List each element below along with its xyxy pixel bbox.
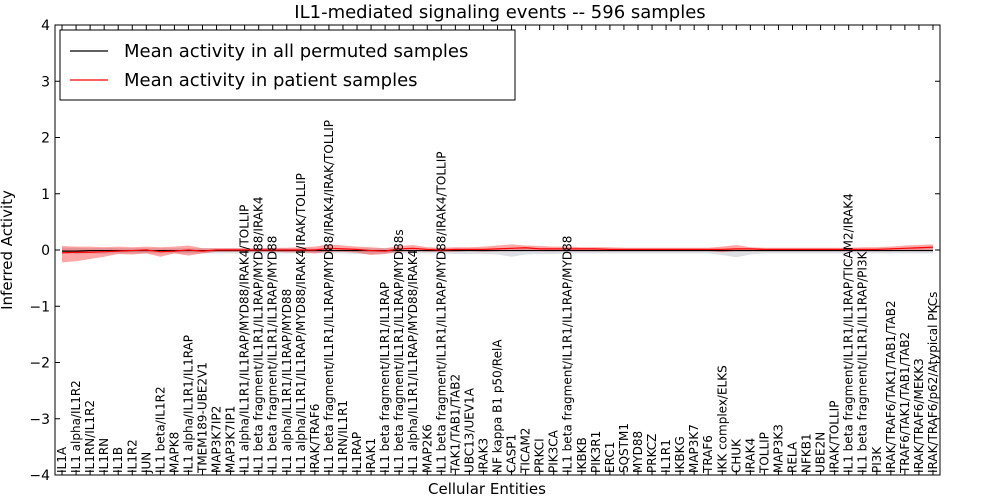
category-label: IL1 alpha/IL1R1/IL1RAP/MYD88/IRAK4 [406, 250, 420, 473]
category-label: MYD88 [631, 431, 645, 473]
y-tick-label: 1 [41, 187, 50, 203]
y-axis-label: Inferred Activity [0, 190, 16, 310]
category-label: IL1 beta fragment/IL1R1/IL1RAP/PI3K [856, 250, 870, 473]
category-label: SQSTM1 [617, 423, 631, 473]
y-tick-label: 3 [41, 74, 50, 90]
y-tick-label: −2 [29, 356, 50, 372]
category-label: IL1 beta fragment/IL1R1/IL1RAP/MYD88/IRA… [322, 120, 336, 473]
category-label: IL1 alpha/IL1R1/IL1RAP/MYD88/IRAK4/IRAK/… [294, 173, 308, 473]
category-label: MAP3K7IP1 [224, 406, 238, 473]
category-label: IL1 beta fragment/IL1R1/IL1RAP/MYD88 [561, 236, 575, 473]
category-label: NF kappa B1 p50/RelA [491, 339, 505, 473]
category-label: IL1 beta fragment/IL1R1/IL1RAP/TICAM2/IR… [842, 193, 856, 473]
legend-label-patient: Mean activity in patient samples [124, 70, 418, 91]
category-label: IRAK/TRAF6/TAK1/TAB1/TAB2 [884, 300, 898, 473]
category-label: TRAF6 [701, 435, 715, 474]
category-label: MAP3K3 [771, 424, 785, 473]
y-tick-label: −1 [29, 299, 50, 315]
category-label: IL1RN/IL1R1 [336, 400, 350, 473]
category-label: IL1A [55, 446, 69, 473]
category-label: MAP2K6 [420, 424, 434, 473]
category-label: PI3K [870, 446, 884, 473]
category-label: IL1 beta fragment/IL1R1/IL1RAP/MYD88/IRA… [252, 196, 266, 473]
category-label: MAP3K7IP2 [210, 406, 224, 473]
category-label: IRAK/TOLLIP [828, 401, 842, 473]
category-label: IL1 beta fragment/IL1R1/IL1RAP/MYD88s [392, 229, 406, 473]
y-tick-label: 2 [41, 131, 50, 147]
legend: Mean activity in all permuted samples Me… [59, 29, 516, 101]
category-label: IRAK4 [743, 438, 757, 473]
y-tick-label: −4 [29, 468, 50, 484]
category-label: TICAM2 [519, 428, 533, 474]
category-label: IRAK/TRAF6/p62/Atypical PKCs [926, 292, 940, 473]
plot-area-frame [54, 24, 941, 476]
category-label: UBC13/UEV1A [462, 387, 476, 473]
category-label: IL1 beta fragment/IL1R1/IL1RAP/MYD88 [266, 236, 280, 473]
category-label: MAPK8 [167, 432, 181, 473]
category-label: IKBKG [673, 436, 687, 473]
category-label: TOLLIP [757, 432, 771, 474]
category-label: PIK3CA [547, 429, 561, 473]
category-label: MAP3K7 [687, 424, 701, 473]
category-label: IL1R2 [125, 439, 139, 473]
chart-title: IL1-mediated signaling events -- 596 sam… [294, 2, 705, 23]
category-label: IL1RAP [350, 432, 364, 473]
axis-ticks: −4 −3 −2 −1 0 1 2 3 4 [29, 18, 940, 484]
y-tick-label: 4 [41, 18, 50, 34]
category-label: IRAK3 [476, 438, 490, 473]
category-label: UBE2N [814, 432, 828, 473]
category-labels: IL1A IL1 alpha/IL1R2 IL1RN/IL1R2 IL1RN IL1B I… [55, 120, 940, 474]
category-label: NFKB1 [800, 433, 814, 473]
y-tick-label: −3 [29, 412, 50, 428]
category-label: IL1RN/IL1R2 [83, 400, 97, 473]
category-label: IKBKB [575, 437, 589, 473]
y-tick-label: 0 [41, 243, 50, 259]
category-label: IL1 alpha/IL1R2 [69, 380, 83, 473]
category-label: IRAK/TRAF6/MEKK3 [912, 358, 926, 473]
category-label: PRKCZ [645, 434, 659, 473]
category-label: IRAK/TRAF6 [308, 404, 322, 473]
x-axis-label: Cellular Entities [428, 480, 546, 498]
category-label: TRAF6/TAK1/TAB1/TAB2 [898, 332, 912, 474]
category-label: IL1 alpha/IL1R1/IL1RAP [181, 335, 195, 473]
category-label: IL1B [111, 447, 125, 473]
series-lines [61, 246, 934, 254]
category-label: TAK1/TAB1/TAB2 [448, 374, 462, 474]
legend-box [59, 29, 516, 101]
category-label: TMEM189-UBE2V1 [196, 362, 210, 474]
category-label: IL1R1 [659, 439, 673, 473]
category-label: CHUK [729, 438, 743, 473]
category-label: IL1 beta fragment/IL1R1/IL1RAP/MYD88/IRA… [434, 152, 448, 473]
category-label: RELA [786, 441, 800, 473]
category-label: IL1RN [97, 438, 111, 473]
category-label: IL1 alpha/IL1R1/IL1RAP/MYD88/IRAK4/TOLLI… [238, 205, 252, 473]
category-label: PRKCI [533, 438, 547, 473]
series-line-patient [61, 246, 934, 254]
category-label: IL1 beta fragment/IL1R1/IL1RAP [378, 282, 392, 473]
category-label: JUN [139, 452, 153, 474]
category-label: PIK3R1 [589, 431, 603, 473]
category-label: IL1 alpha/IL1R1/IL1RAP/MYD88 [280, 289, 294, 473]
category-label: IL1 beta/IL1R2 [153, 386, 167, 473]
category-label: IKK complex/ELKS [715, 365, 729, 473]
legend-label-permuted: Mean activity in all permuted samples [124, 41, 468, 62]
category-label: IRAK1 [364, 438, 378, 473]
category-label: CASP1 [505, 434, 519, 473]
category-label: ERC1 [603, 442, 617, 473]
